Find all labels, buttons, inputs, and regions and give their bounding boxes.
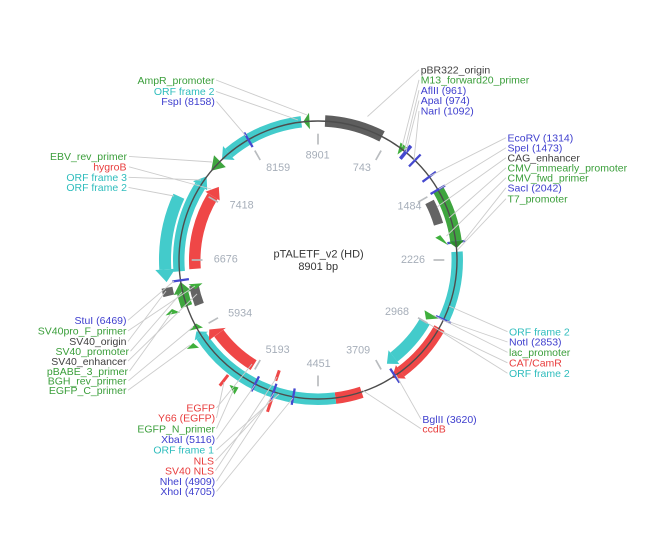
svg-text:CMV_fwd_primer: CMV_fwd_primer	[508, 172, 590, 184]
svg-text:CMV_immearly_promoter: CMV_immearly_promoter	[508, 163, 628, 175]
svg-text:XbaI (5116): XbaI (5116)	[161, 434, 215, 446]
svg-text:7418: 7418	[230, 199, 254, 211]
svg-text:BGH_rev_primer: BGH_rev_primer	[48, 375, 127, 387]
svg-text:CAT/CamR: CAT/CamR	[509, 358, 562, 370]
svg-text:lac_promoter: lac_promoter	[509, 347, 571, 359]
svg-text:NarI (1092): NarI (1092)	[421, 106, 474, 118]
svg-text:ORF frame 2: ORF frame 2	[154, 86, 215, 98]
svg-text:EGFP: EGFP	[186, 403, 215, 415]
svg-text:8901: 8901	[306, 149, 330, 161]
svg-text:EGFP_N_primer: EGFP_N_primer	[137, 423, 215, 435]
svg-text:SV40_origin: SV40_origin	[69, 336, 126, 348]
svg-text:M13_forward20_primer: M13_forward20_primer	[421, 75, 530, 87]
svg-text:5934: 5934	[228, 308, 252, 320]
svg-text:ccdB: ccdB	[422, 423, 445, 435]
svg-text:hygroB: hygroB	[93, 162, 126, 174]
svg-text:6676: 6676	[214, 253, 238, 265]
svg-text:SpeI (1473): SpeI (1473)	[508, 143, 563, 155]
svg-text:NotI (2853): NotI (2853)	[509, 337, 562, 349]
svg-text:EcoRV (1314): EcoRV (1314)	[508, 132, 574, 144]
svg-text:SV40 NLS: SV40 NLS	[165, 465, 214, 477]
svg-text:ORF frame 2: ORF frame 2	[509, 368, 570, 380]
svg-text:pBR322_origin: pBR322_origin	[421, 65, 491, 77]
svg-text:3709: 3709	[346, 344, 370, 356]
svg-text:2226: 2226	[401, 254, 425, 266]
svg-text:ApaI (974): ApaI (974)	[421, 95, 470, 107]
svg-text:SacI (2042): SacI (2042)	[508, 182, 562, 194]
svg-text:EGFP_C_primer: EGFP_C_primer	[49, 385, 127, 397]
svg-text:CAG_enhancer: CAG_enhancer	[508, 153, 581, 165]
svg-text:1484: 1484	[397, 200, 421, 212]
svg-text:SV40pro_F_primer: SV40pro_F_primer	[38, 326, 127, 338]
svg-text:Y66 (EGFP): Y66 (EGFP)	[158, 413, 215, 425]
svg-text:BglII (3620): BglII (3620)	[422, 414, 476, 426]
svg-text:8159: 8159	[266, 162, 290, 174]
svg-text:SV40_promoter: SV40_promoter	[55, 346, 129, 358]
svg-text:FspI (8158): FspI (8158)	[161, 96, 215, 108]
svg-text:T7_promoter: T7_promoter	[508, 193, 569, 205]
svg-text:ORF frame 2: ORF frame 2	[509, 326, 570, 338]
svg-text:ORF frame 2: ORF frame 2	[66, 182, 127, 194]
svg-text:5193: 5193	[266, 344, 290, 356]
svg-text:ORF frame 3: ORF frame 3	[66, 172, 127, 184]
svg-text:8901 bp: 8901 bp	[298, 261, 338, 273]
svg-text:743: 743	[353, 162, 371, 174]
svg-text:XhoI (4705): XhoI (4705)	[160, 486, 215, 498]
svg-text:pBABE_3_primer: pBABE_3_primer	[47, 366, 129, 378]
svg-text:ORF frame 1: ORF frame 1	[153, 445, 214, 457]
svg-text:NLS: NLS	[194, 456, 214, 468]
svg-text:4451: 4451	[307, 358, 331, 370]
svg-text:StuI (6469): StuI (6469)	[75, 315, 127, 327]
svg-text:NheI (4909): NheI (4909)	[160, 476, 215, 488]
svg-text:2968: 2968	[385, 306, 409, 318]
svg-text:SV40_enhancer: SV40_enhancer	[51, 356, 127, 368]
svg-text:EBV_rev_primer: EBV_rev_primer	[50, 151, 128, 163]
svg-text:AmpR_promoter: AmpR_promoter	[137, 75, 215, 87]
svg-text:pTALETF_v2 (HD): pTALETF_v2 (HD)	[273, 249, 363, 261]
svg-text:AflII (961): AflII (961)	[421, 85, 467, 97]
